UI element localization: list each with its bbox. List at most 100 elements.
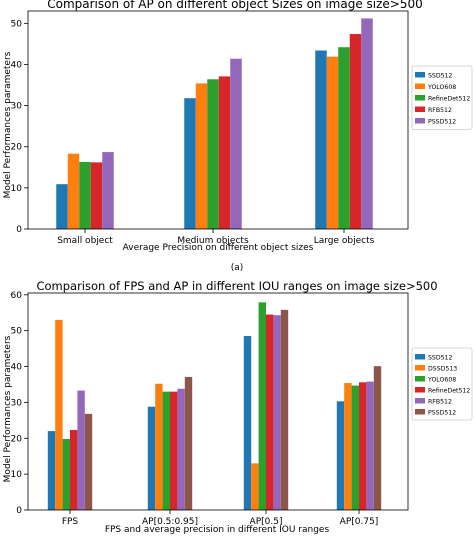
chart-a-bar-yolo608-1 (195, 83, 208, 229)
chart-b-x-tick-label: AP[0.5:0.95] (142, 517, 198, 527)
chart-a-y-tick-label: 20 (11, 143, 23, 153)
chart-a-y-tick-label: 0 (16, 225, 22, 235)
chart-a-title: Comparison of AP on different object Siz… (47, 0, 423, 11)
chart-b-plot-frame (27, 292, 409, 511)
chart-a-legend-label: SSD512 (428, 73, 452, 80)
chart-b-y-tick-label: 50 (11, 327, 23, 337)
chart-b-x-tick-label: AP[0.75] (340, 517, 379, 527)
chart-b-bar-refinedet512-3 (359, 382, 367, 510)
chart-a-bar-yolo608-0 (67, 153, 80, 229)
chart-b-legend-swatch (415, 365, 425, 371)
chart-b-bars (47, 302, 382, 510)
chart-b-x-tick-label: FPS (62, 517, 79, 527)
chart-b-bar-rfb512-1 (177, 388, 185, 510)
chart-a-xlabel: Average Precision on different object si… (123, 243, 314, 253)
chart-b-bar-refinedet512-1 (170, 391, 178, 510)
chart-a-legend: SSD512 YOLO608 RefineDet512 RFB512 PSSD512 (411, 65, 473, 130)
chart-b-legend: SSD512 DSSD513 YOLO608 RefineDet512 RFB512 PS… (411, 347, 473, 421)
chart-a-plot-frame (27, 10, 409, 230)
chart-a-legend-frame (411, 65, 473, 130)
chart-a-bar-rfb512-2 (349, 34, 362, 229)
chart-b-legend-swatch (415, 354, 425, 360)
chart-a-legend-label: RFB512 (428, 107, 452, 114)
chart-b-bar-yolo608-3 (351, 385, 359, 510)
chart-b-legend-label: DSSD513 (428, 366, 457, 373)
chart-b-bar-ssd512-3 (336, 401, 345, 510)
chart-b-title: Comparison of FPS and AP in different IO… (36, 279, 437, 293)
chart-b-ylabel: Model Performances parameters (3, 335, 13, 482)
chart-a-legend-swatch (415, 83, 425, 89)
chart-a-legend-label: PSSD512 (428, 119, 456, 126)
chart-a-y-ticks: 0 10 20 30 40 50 (11, 19, 28, 235)
chart-a-bar-pssd512-2 (361, 18, 373, 230)
chart-b-bar-pssd512-0 (84, 413, 93, 510)
chart-b-bar-ssd512-1 (147, 406, 156, 510)
chart-a-legend-swatch (415, 72, 425, 78)
chart-a: Comparison of AP on different object Siz… (3, 0, 473, 253)
chart-b-legend-swatch (415, 387, 425, 393)
chart-a-ylabel: Model Performances parameters (3, 51, 13, 198)
chart-a-legend-swatch (415, 118, 425, 124)
chart-a-legend-swatch (415, 106, 425, 112)
chart-b-x-ticks: FPS AP[0.5:0.95] AP[0.5] AP[0.75] (62, 510, 378, 527)
chart-b-legend-swatch (415, 398, 425, 404)
chart-b-bar-pssd512-1 (184, 376, 193, 510)
chart-b-bar-yolo608-0 (62, 438, 70, 510)
chart-a-x-tick-label: Large objects (314, 236, 375, 246)
chart-b-y-tick-label: 30 (11, 398, 23, 408)
chart-b-legend-label: RFB512 (428, 399, 452, 406)
chart-b-x-tick-label: AP[0.5] (250, 517, 283, 527)
chart-b-bar-ssd512-2 (243, 336, 252, 510)
chart-b-legend-label: RefineDet512 (428, 388, 470, 395)
chart-a-bar-refinedet512-0 (79, 161, 91, 229)
chart-b-y-tick-label: 20 (11, 434, 23, 444)
chart-a-legend-swatch (415, 95, 425, 101)
chart-a-bar-ssd512-0 (56, 184, 68, 229)
chart-b-xlabel: FPS and average precision in different I… (105, 525, 330, 535)
chart-a-bar-rfb512-0 (90, 162, 103, 229)
chart-a-bar-pssd512-1 (230, 58, 242, 230)
chart-a-bar-rfb512-1 (218, 76, 231, 230)
chart-b-legend-label: PSSD512 (428, 410, 456, 417)
chart-a-caption: (a) (231, 263, 244, 273)
chart-b-bar-pssd512-3 (373, 366, 382, 510)
chart-b: Comparison of FPS and AP in different IO… (3, 279, 473, 535)
chart-a-bars (56, 18, 373, 230)
chart-b-bar-dssd513-2 (251, 463, 259, 510)
chart-b-legend-frame (411, 347, 473, 421)
chart-b-bar-refinedet512-2 (266, 314, 274, 510)
chart-b-y-tick-label: 10 (11, 470, 23, 480)
chart-a-legend-label: YOLO608 (427, 84, 456, 91)
chart-b-bar-ssd512-0 (47, 431, 56, 510)
chart-b-legend-label: SSD512 (428, 355, 452, 362)
chart-b-bar-rfb512-2 (273, 315, 281, 510)
chart-b-bar-rfb512-0 (77, 390, 85, 510)
chart-b-bar-dssd513-0 (55, 319, 63, 510)
chart-a-bar-yolo608-2 (326, 56, 339, 229)
chart-b-bar-rfb512-3 (366, 381, 374, 510)
chart-b-y-ticks: 0 10 20 30 40 50 60 (11, 291, 28, 516)
chart-a-y-tick-label: 50 (11, 19, 23, 29)
chart-b-legend-label: YOLO608 (427, 377, 456, 384)
chart-a-bar-refinedet512-1 (207, 79, 219, 229)
chart-a-y-tick-label: 40 (11, 60, 23, 70)
chart-b-legend-swatch (415, 409, 425, 415)
chart-a-bar-ssd512-1 (184, 98, 196, 229)
chart-b-y-tick-label: 60 (11, 291, 23, 301)
chart-a-x-tick-label: Medium objects (177, 236, 249, 246)
chart-a-legend-label: RefineDet512 (428, 96, 470, 103)
chart-b-legend-swatch (415, 376, 425, 382)
chart-b-y-tick-label: 40 (11, 363, 23, 373)
chart-b-y-tick-label: 0 (16, 506, 22, 516)
chart-b-bar-refinedet512-0 (70, 430, 78, 510)
chart-b-bar-pssd512-2 (280, 309, 289, 510)
chart-a-x-tick-label: Small object (57, 236, 113, 246)
chart-a-bar-refinedet512-2 (338, 47, 350, 230)
chart-b-bar-yolo608-2 (258, 302, 266, 510)
chart-b-bar-dssd513-1 (155, 383, 163, 510)
chart-b-bar-dssd513-3 (344, 383, 352, 510)
chart-a-bar-ssd512-2 (315, 50, 327, 229)
chart-a-bar-pssd512-0 (102, 152, 114, 229)
chart-b-bar-yolo608-1 (162, 391, 170, 510)
